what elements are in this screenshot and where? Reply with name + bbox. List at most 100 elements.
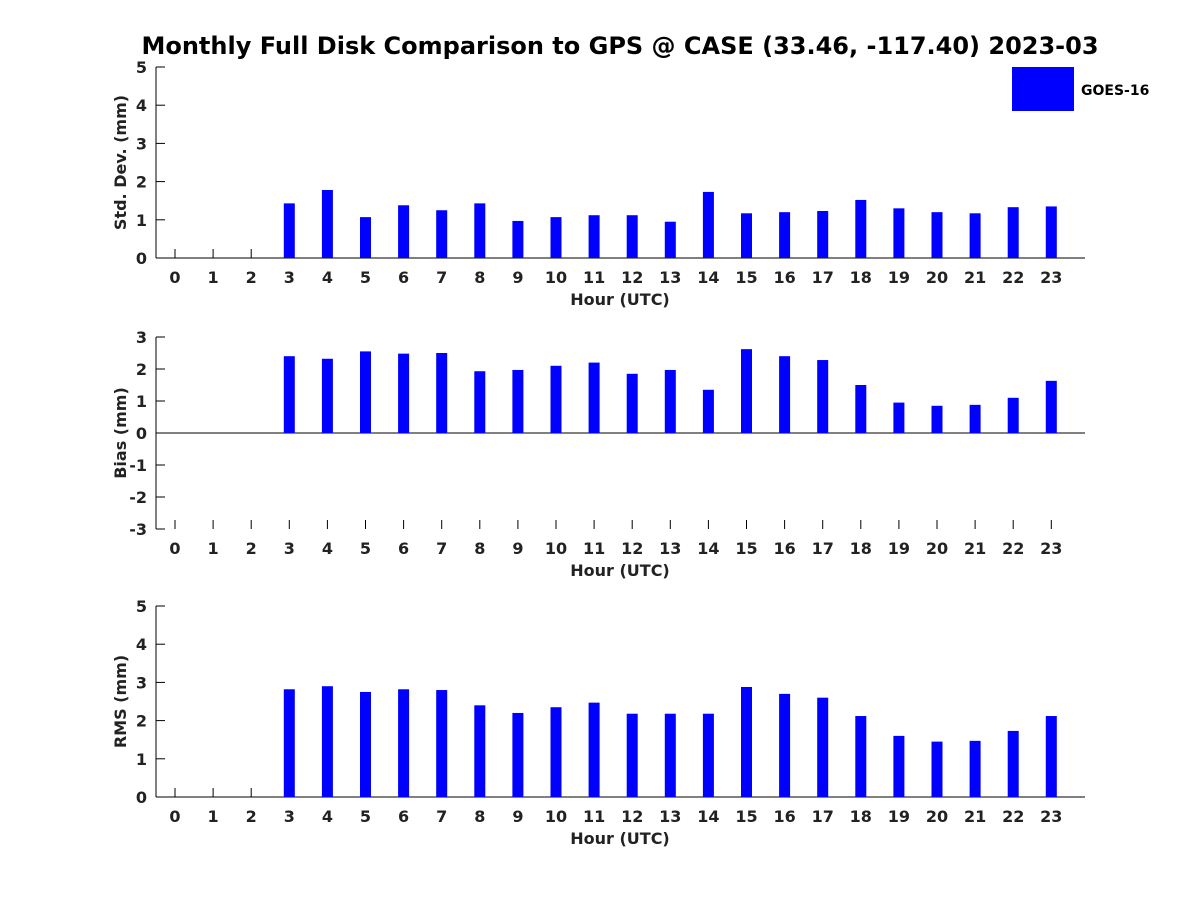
rms-x-tick-label: 6 <box>398 807 409 826</box>
rms-bar-21 <box>969 740 981 797</box>
rms-bar-8 <box>474 705 486 797</box>
stddev-bar-18 <box>855 199 867 258</box>
bias-bar-4 <box>321 358 333 433</box>
stddev-x-label: Hour (UTC) <box>570 290 670 309</box>
stddev-bar-21 <box>969 213 981 258</box>
stddev-x-tick-label: 20 <box>926 268 948 287</box>
rms-y-tick-label: 0 <box>136 788 147 807</box>
stddev-bar-6 <box>398 205 410 258</box>
rms-x-tick-label: 0 <box>169 807 180 826</box>
stddev-x-tick-label: 11 <box>583 268 605 287</box>
rms-bar-10 <box>550 707 562 797</box>
rms-x-tick-label: 13 <box>659 807 681 826</box>
rms-y-label: RMS (mm) <box>111 655 130 748</box>
stddev-bar-15 <box>741 213 752 258</box>
bias-y-tick-label: 0 <box>136 424 147 443</box>
bias-bar-17 <box>817 360 829 433</box>
stddev-bar-11 <box>588 215 600 258</box>
rms-x-tick-label: 10 <box>545 807 567 826</box>
rms-y-tick-label: 2 <box>136 712 147 731</box>
legend: GOES-16 <box>1012 67 1149 111</box>
rms-x-tick-label: 21 <box>964 807 986 826</box>
rms-bar-14 <box>702 713 714 797</box>
bias-bar-10 <box>550 365 562 433</box>
rms-bar-4 <box>321 686 333 797</box>
rms-x-tick-label: 18 <box>850 807 872 826</box>
bias-y-tick-label: 3 <box>136 328 147 347</box>
rms-x-tick-label: 9 <box>512 807 523 826</box>
bias-bar-15 <box>741 349 752 433</box>
stddev-bar-14 <box>702 191 714 258</box>
stddev-x-tick-label: 19 <box>888 268 910 287</box>
bias-x-tick-label: 15 <box>735 539 757 558</box>
bias-bar-11 <box>588 362 600 433</box>
stddev-bar-23 <box>1045 206 1057 258</box>
rms-y-tick-label: 3 <box>136 673 147 692</box>
rms-x-tick-label: 4 <box>322 807 333 826</box>
bias-x-tick-label: 23 <box>1040 539 1062 558</box>
rms-x-tick-label: 16 <box>773 807 795 826</box>
bias-bar-8 <box>474 371 486 433</box>
bias-x-tick-label: 8 <box>474 539 485 558</box>
rms-bar-12 <box>626 713 638 797</box>
rms-bar-7 <box>436 690 448 797</box>
bias-bar-16 <box>779 356 791 433</box>
rms-bar-23 <box>1045 716 1057 797</box>
bias-x-tick-label: 18 <box>850 539 872 558</box>
stddev-bar-7 <box>436 210 448 258</box>
stddev-y-tick-label: 2 <box>136 173 147 192</box>
bias-x-tick-label: 7 <box>436 539 447 558</box>
rms-bar-22 <box>1007 730 1019 797</box>
bias-bar-13 <box>664 369 676 433</box>
rms-x-tick-label: 11 <box>583 807 605 826</box>
rms-y-tick-label: 4 <box>136 635 147 654</box>
bias-bar-23 <box>1045 380 1057 433</box>
rms-x-tick-label: 5 <box>360 807 371 826</box>
stddev-x-tick-label: 8 <box>474 268 485 287</box>
stddev-bar-10 <box>550 217 562 258</box>
bias-bar-5 <box>360 351 371 433</box>
stddev-bar-22 <box>1007 207 1019 258</box>
stddev-y-tick-label: 5 <box>136 58 147 77</box>
stddev-bar-19 <box>893 208 905 258</box>
bias-bar-18 <box>855 385 867 433</box>
stddev-bar-12 <box>626 215 638 258</box>
stddev-x-tick-label: 12 <box>621 268 643 287</box>
stddev-y-label: Std. Dev. (mm) <box>111 95 130 230</box>
bias-bar-21 <box>969 404 981 433</box>
stddev-bar-4 <box>321 190 333 258</box>
bias-x-tick-label: 22 <box>1002 539 1024 558</box>
bias-bar-19 <box>893 402 905 433</box>
bias-x-tick-label: 13 <box>659 539 681 558</box>
bias-x-tick-label: 12 <box>621 539 643 558</box>
rms-x-tick-label: 20 <box>926 807 948 826</box>
bias-bar-22 <box>1007 397 1019 433</box>
bias-bar-7 <box>436 353 448 433</box>
rms-x-tick-label: 17 <box>812 807 834 826</box>
bias-bar-6 <box>398 353 410 433</box>
bias-x-tick-label: 4 <box>322 539 333 558</box>
rms-x-tick-label: 23 <box>1040 807 1062 826</box>
stddev-x-tick-label: 0 <box>169 268 180 287</box>
stddev-x-tick-label: 22 <box>1002 268 1024 287</box>
rms-x-tick-label: 7 <box>436 807 447 826</box>
stddev-bar-17 <box>817 211 829 258</box>
bias-y-tick-label: 2 <box>136 360 147 379</box>
stddev-bar-8 <box>474 203 486 258</box>
rms-y-tick-label: 5 <box>136 597 147 616</box>
stddev-x-tick-label: 4 <box>322 268 333 287</box>
rms-bar-16 <box>779 693 791 797</box>
stddev-x-tick-label: 9 <box>512 268 523 287</box>
bias-x-tick-label: 19 <box>888 539 910 558</box>
bias-x-tick-label: 2 <box>246 539 257 558</box>
bias-x-tick-label: 1 <box>208 539 219 558</box>
rms-bar-6 <box>398 689 410 797</box>
chart-title: Monthly Full Disk Comparison to GPS @ CA… <box>141 32 1098 60</box>
bias-x-tick-label: 16 <box>773 539 795 558</box>
stddev-bar-13 <box>664 221 676 258</box>
stddev-x-tick-label: 13 <box>659 268 681 287</box>
bias-x-tick-label: 0 <box>169 539 180 558</box>
bias-x-tick-label: 11 <box>583 539 605 558</box>
bias-y-tick-label: -3 <box>129 520 147 539</box>
bias-x-tick-label: 20 <box>926 539 948 558</box>
